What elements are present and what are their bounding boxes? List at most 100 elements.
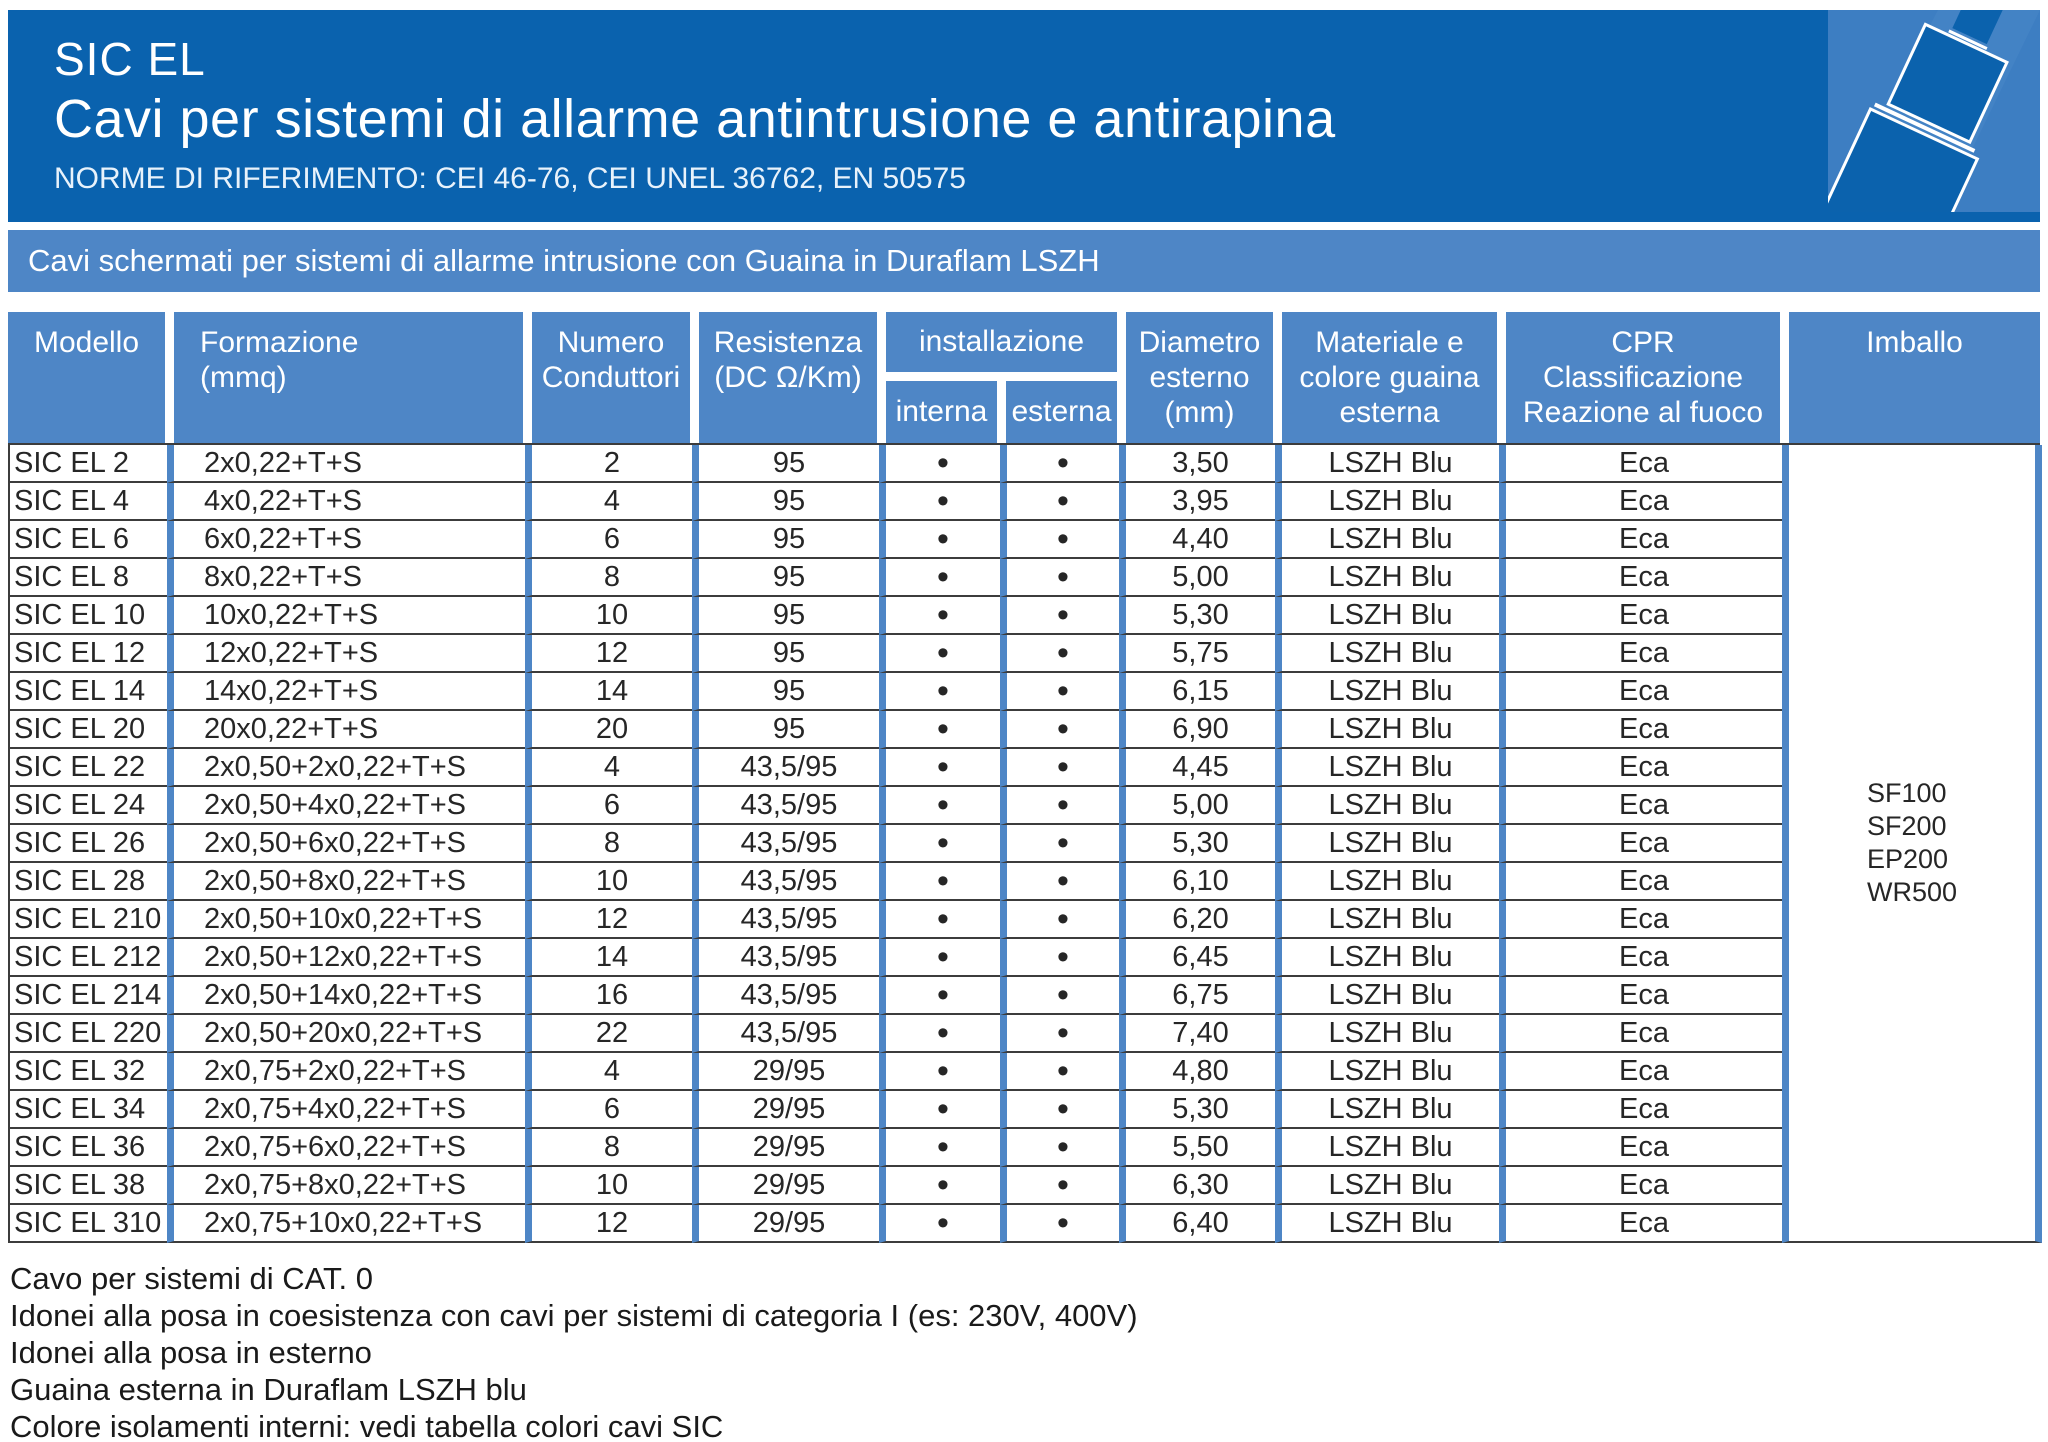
cell-cpr: Eca [1499,1015,1782,1053]
cell-sheath: LSZH Blu [1275,1167,1499,1205]
cell-imballo-merged: SF100 SF200 EP200 WR500 [1782,445,2042,1243]
cell-conductors: 4 [525,1053,692,1091]
cell-conductors: 6 [525,1091,692,1129]
cell-installation-esterna-dot: • [1000,749,1119,787]
cell-conductors: 12 [525,635,692,673]
cell-model: SIC EL 2 [10,445,167,483]
imballo-value: SF100 [1866,778,1947,808]
col-header-cpr: CPR Classificazione Reazione al fuoco [1497,312,1780,443]
cell-formation: 4x0,22+T+S [167,483,525,521]
cell-sheath: LSZH Blu [1275,559,1499,597]
cell-formation: 2x0,50+10x0,22+T+S [167,901,525,939]
cell-diameter: 5,30 [1119,597,1275,635]
page-header: SIC EL Cavi per sistemi di allarme antin… [8,10,2040,222]
cell-installation-esterna-dot: • [1000,1091,1119,1129]
cell-formation: 20x0,22+T+S [167,711,525,749]
cell-installation-interna-dot: • [879,749,1000,787]
col-header-imballo: Imballo [1780,312,2040,443]
cell-model: SIC EL 14 [10,673,167,711]
cell-installation-esterna-dot: • [1000,787,1119,825]
cell-installation-interna-dot: • [879,483,1000,521]
cell-installation-esterna-dot: • [1000,597,1119,635]
cell-model: SIC EL 34 [10,1091,167,1129]
cell-cpr: Eca [1499,863,1782,901]
cell-conductors: 20 [525,711,692,749]
cell-installation-interna-dot: • [879,673,1000,711]
cell-cpr: Eca [1499,1053,1782,1091]
cell-model: SIC EL 24 [10,787,167,825]
cell-installation-interna-dot: • [879,1015,1000,1053]
cell-diameter: 4,45 [1119,749,1275,787]
cell-installation-interna-dot: • [879,635,1000,673]
cell-cpr: Eca [1499,711,1782,749]
cell-formation: 12x0,22+T+S [167,635,525,673]
header-gap [886,372,1117,381]
cell-formation: 2x0,50+12x0,22+T+S [167,939,525,977]
section-banner: Cavi schermati per sistemi di allarme in… [8,230,2040,292]
cell-sheath: LSZH Blu [1275,673,1499,711]
cell-diameter: 3,95 [1119,483,1275,521]
cell-diameter: 6,15 [1119,673,1275,711]
cell-diameter: 5,30 [1119,825,1275,863]
cell-model: SIC EL 212 [10,939,167,977]
cell-diameter: 5,30 [1119,1091,1275,1129]
cell-resistance: 29/95 [692,1205,879,1243]
product-name: SIC EL [54,33,206,85]
cell-resistance: 95 [692,597,879,635]
cell-formation: 2x0,50+20x0,22+T+S [167,1015,525,1053]
col-header-modello: Modello [8,312,165,443]
cell-sheath: LSZH Blu [1275,597,1499,635]
cell-installation-interna-dot: • [879,1091,1000,1129]
cell-cpr: Eca [1499,787,1782,825]
page-title: Cavi per sistemi di allarme antintrusion… [54,89,1336,149]
cell-installation-esterna-dot: • [1000,559,1119,597]
cell-model: SIC EL 22 [10,749,167,787]
col-header-numero-conduttori: Numero Conduttori [523,312,690,443]
cell-installation-esterna-dot: • [1000,1205,1119,1243]
cell-diameter: 4,40 [1119,521,1275,559]
cell-diameter: 5,75 [1119,635,1275,673]
cell-installation-interna-dot: • [879,1205,1000,1243]
cell-cpr: Eca [1499,445,1782,483]
cell-installation-interna-dot: • [879,1129,1000,1167]
cell-cpr: Eca [1499,901,1782,939]
cell-sheath: LSZH Blu [1275,825,1499,863]
cell-installation-esterna-dot: • [1000,901,1119,939]
cell-resistance: 43,5/95 [692,825,879,863]
cell-sheath: LSZH Blu [1275,711,1499,749]
cell-conductors: 12 [525,1205,692,1243]
cell-resistance: 29/95 [692,1129,879,1167]
imballo-value: SF200 [1866,811,1947,841]
cell-installation-esterna-dot: • [1000,825,1119,863]
col-header-resistenza: Resistenza (DC Ω/Km) [690,312,877,443]
cell-cpr: Eca [1499,749,1782,787]
cell-conductors: 10 [525,597,692,635]
cell-sheath: LSZH Blu [1275,1053,1499,1091]
cell-resistance: 43,5/95 [692,901,879,939]
cell-sheath: LSZH Blu [1275,521,1499,559]
cell-installation-esterna-dot: • [1000,977,1119,1015]
cell-installation-esterna-dot: • [1000,863,1119,901]
cell-conductors: 10 [525,863,692,901]
cell-formation: 2x0,50+6x0,22+T+S [167,825,525,863]
cell-cpr: Eca [1499,977,1782,1015]
cell-diameter: 5,50 [1119,1129,1275,1167]
footnotes: Cavo per sistemi di CAT. 0 Idonei alla po… [10,1260,1138,1442]
cell-sheath: LSZH Blu [1275,635,1499,673]
cell-resistance: 43,5/95 [692,977,879,1015]
col-header-materiale: Materiale e colore guaina esterna [1273,312,1497,443]
cell-installation-interna-dot: • [879,1167,1000,1205]
cell-cpr: Eca [1499,1167,1782,1205]
cell-resistance: 95 [692,711,879,749]
cell-installation-interna-dot: • [879,977,1000,1015]
cell-formation: 8x0,22+T+S [167,559,525,597]
footnote-line: Cavo per sistemi di CAT. 0 [10,1261,373,1296]
cell-conductors: 14 [525,673,692,711]
cell-formation: 2x0,50+2x0,22+T+S [167,749,525,787]
cell-formation: 2x0,75+6x0,22+T+S [167,1129,525,1167]
col-header-interna: interna [886,381,997,443]
cell-diameter: 7,40 [1119,1015,1275,1053]
cell-formation: 2x0,22+T+S [167,445,525,483]
cell-cpr: Eca [1499,1091,1782,1129]
